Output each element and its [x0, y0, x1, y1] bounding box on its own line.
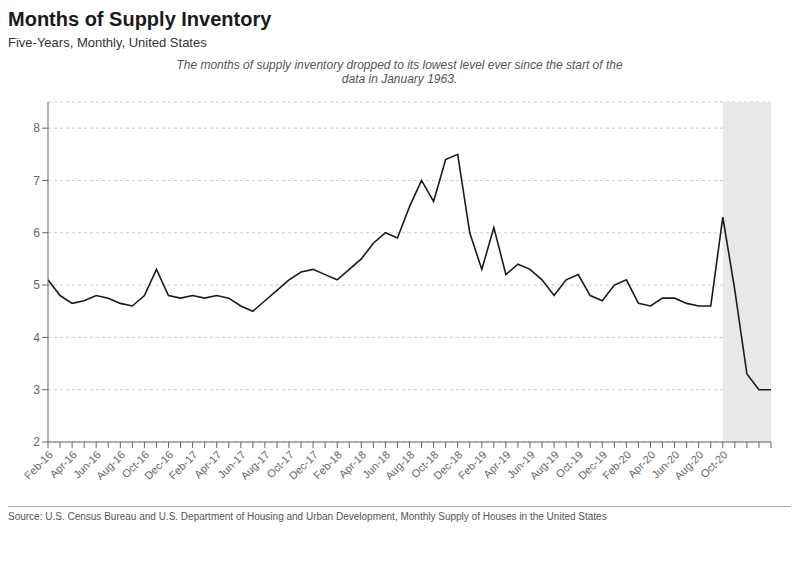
svg-text:Feb-19: Feb-19: [456, 448, 489, 481]
svg-text:4: 4: [33, 331, 40, 345]
svg-text:Oct-17: Oct-17: [264, 448, 296, 481]
svg-text:7: 7: [33, 174, 40, 188]
svg-text:Dec-16: Dec-16: [141, 448, 176, 482]
svg-text:Jun-16: Jun-16: [70, 448, 104, 481]
svg-text:Feb-20: Feb-20: [600, 448, 633, 481]
svg-text:6: 6: [33, 226, 40, 240]
html-text:Months of Supply Inventory: Months of Supply Inventory: [8, 8, 272, 30]
svg-text:Jun-17: Jun-17: [215, 448, 248, 481]
svg-text:Jun-18: Jun-18: [360, 448, 393, 481]
svg-text:Feb-17: Feb-17: [166, 448, 199, 481]
svg-text:Feb-16: Feb-16: [22, 448, 55, 481]
svg-text:Apr-17: Apr-17: [191, 448, 224, 481]
svg-text:Jun-19: Jun-19: [504, 448, 537, 481]
svg-text:Dec-17: Dec-17: [286, 448, 320, 482]
svg-text:Dec-18: Dec-18: [431, 448, 465, 482]
html-text:The months of supply inventory: The months of supply inventory dropped t…: [176, 58, 623, 72]
svg-text:Aug-20: Aug-20: [672, 448, 706, 482]
svg-text:Feb-18: Feb-18: [311, 448, 344, 481]
html-text:data in January 1963.: data in January 1963.: [341, 72, 458, 86]
svg-text:Dec-19: Dec-19: [575, 448, 610, 482]
html-text:Five-Years, Monthly, United St: Five-Years, Monthly, United States: [8, 35, 207, 50]
svg-text:3: 3: [33, 383, 40, 397]
svg-text:8: 8: [33, 121, 40, 135]
svg-text:Aug-18: Aug-18: [383, 448, 417, 482]
svg-text:2: 2: [33, 435, 40, 449]
svg-text:Oct-19: Oct-19: [553, 448, 586, 481]
svg-text:Oct-20: Oct-20: [698, 448, 730, 480]
svg-text:Jun-20: Jun-20: [649, 448, 682, 481]
svg-text:Apr-19: Apr-19: [481, 448, 513, 481]
svg-text:Aug-16: Aug-16: [94, 448, 128, 482]
svg-text:Aug-17: Aug-17: [238, 448, 272, 482]
svg-text:Oct-16: Oct-16: [119, 448, 152, 481]
svg-text:Apr-20: Apr-20: [625, 448, 658, 481]
svg-text:Apr-18: Apr-18: [336, 448, 369, 481]
html-text:Source: U.S. Census Bureau and: Source: U.S. Census Bureau and U.S. Depa…: [8, 511, 607, 522]
svg-text:5: 5: [33, 278, 40, 292]
svg-text:Aug-19: Aug-19: [527, 448, 561, 482]
svg-text:Apr-16: Apr-16: [47, 448, 79, 481]
svg-text:Oct-18: Oct-18: [408, 448, 441, 481]
